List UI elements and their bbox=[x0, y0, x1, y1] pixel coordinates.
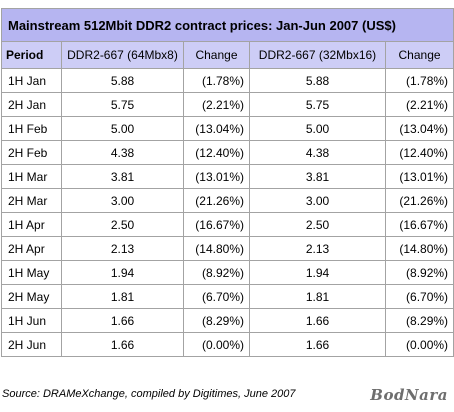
cell-ddr2-32mbx16: 5.75 bbox=[249, 92, 386, 117]
cell-ddr2-64mbx8: 3.00 bbox=[61, 188, 184, 213]
price-table: Mainstream 512Mbit DDR2 contract prices:… bbox=[0, 8, 454, 357]
cell-change-1: (12.40%) bbox=[183, 140, 250, 165]
cell-change-1: (8.92%) bbox=[183, 260, 250, 285]
cell-ddr2-64mbx8: 5.75 bbox=[61, 92, 184, 117]
cell-change-1: (16.67%) bbox=[183, 212, 250, 237]
cell-ddr2-32mbx16: 3.81 bbox=[249, 164, 386, 189]
table-row: 2H May 1.81 (6.70%) 1.81 (6.70%) bbox=[1, 284, 454, 309]
cell-ddr2-64mbx8: 2.13 bbox=[61, 236, 184, 261]
cell-change-1: (6.70%) bbox=[183, 284, 250, 309]
table-row: 1H May 1.94 (8.92%) 1.94 (8.92%) bbox=[1, 260, 454, 285]
cell-ddr2-32mbx16: 2.13 bbox=[249, 236, 386, 261]
cell-ddr2-64mbx8: 1.81 bbox=[61, 284, 184, 309]
cell-ddr2-32mbx16: 5.00 bbox=[249, 116, 386, 141]
table-row: 1H Jun 1.66 (8.29%) 1.66 (8.29%) bbox=[1, 308, 454, 333]
header-ddr2-64mbx8: DDR2-667 (64Mbx8) bbox=[61, 41, 184, 69]
table-header-row: Period DDR2-667 (64Mbx8) Change DDR2-667… bbox=[1, 41, 454, 69]
cell-change-2: (6.70%) bbox=[384, 284, 454, 309]
cell-change-1: (2.21%) bbox=[183, 92, 250, 117]
source-note: Source: DRAMeXchange, compiled by Digiti… bbox=[2, 388, 296, 400]
cell-period: 2H Apr bbox=[1, 236, 62, 261]
table-row: 1H Apr 2.50 (16.67%) 2.50 (16.67%) bbox=[1, 212, 454, 237]
header-change-1: Change bbox=[183, 41, 250, 69]
cell-ddr2-32mbx16: 1.66 bbox=[249, 332, 386, 357]
cell-ddr2-64mbx8: 1.66 bbox=[61, 332, 184, 357]
cell-change-1: (0.00%) bbox=[183, 332, 250, 357]
cell-change-1: (1.78%) bbox=[183, 68, 250, 93]
cell-ddr2-32mbx16: 3.00 bbox=[249, 188, 386, 213]
cell-change-2: (16.67%) bbox=[384, 212, 454, 237]
cell-ddr2-64mbx8: 2.50 bbox=[61, 212, 184, 237]
cell-period: 2H Jun bbox=[1, 332, 62, 357]
cell-change-1: (14.80%) bbox=[183, 236, 250, 261]
table-body: 1H Jan 5.88 (1.78%) 5.88 (1.78%) 2H Jan 5.75 (2… bbox=[1, 68, 454, 357]
cell-period: 2H Feb bbox=[1, 140, 62, 165]
cell-ddr2-32mbx16: 1.66 bbox=[249, 308, 386, 333]
cell-change-2: (13.01%) bbox=[384, 164, 454, 189]
cell-change-1: (21.26%) bbox=[183, 188, 250, 213]
cell-period: 1H Jan bbox=[1, 68, 62, 93]
cell-period: 1H May bbox=[1, 260, 62, 285]
cell-ddr2-64mbx8: 5.00 bbox=[61, 116, 184, 141]
cell-ddr2-32mbx16: 5.88 bbox=[249, 68, 386, 93]
header-ddr2-32mbx16: DDR2-667 (32Mbx16) bbox=[249, 41, 386, 69]
table-row: 2H Mar 3.00 (21.26%) 3.00 (21.26%) bbox=[1, 188, 454, 213]
cell-ddr2-64mbx8: 5.88 bbox=[61, 68, 184, 93]
cell-change-2: (14.80%) bbox=[384, 236, 454, 261]
cell-change-2: (12.40%) bbox=[384, 140, 454, 165]
cell-ddr2-64mbx8: 4.38 bbox=[61, 140, 184, 165]
cell-ddr2-32mbx16: 4.38 bbox=[249, 140, 386, 165]
cell-ddr2-64mbx8: 1.94 bbox=[61, 260, 184, 285]
cell-change-2: (1.78%) bbox=[384, 68, 454, 93]
cell-change-1: (13.04%) bbox=[183, 116, 250, 141]
table-title-row: Mainstream 512Mbit DDR2 contract prices:… bbox=[0, 8, 454, 42]
table-row: 1H Jan 5.88 (1.78%) 5.88 (1.78%) bbox=[1, 68, 454, 93]
cell-ddr2-32mbx16: 2.50 bbox=[249, 212, 386, 237]
cell-change-2: (8.29%) bbox=[384, 308, 454, 333]
cell-ddr2-64mbx8: 3.81 bbox=[61, 164, 184, 189]
cell-period: 2H May bbox=[1, 284, 62, 309]
cell-change-1: (8.29%) bbox=[183, 308, 250, 333]
header-period: Period bbox=[1, 41, 62, 69]
cell-period: 2H Jan bbox=[1, 92, 62, 117]
cell-ddr2-32mbx16: 1.81 bbox=[249, 284, 386, 309]
header-change-2: Change bbox=[384, 41, 454, 69]
cell-change-2: (21.26%) bbox=[384, 188, 454, 213]
table-row: 2H Jan 5.75 (2.21%) 5.75 (2.21%) bbox=[1, 92, 454, 117]
table-title: Mainstream 512Mbit DDR2 contract prices:… bbox=[0, 8, 454, 42]
table-row: 1H Mar 3.81 (13.01%) 3.81 (13.01%) bbox=[1, 164, 454, 189]
cell-ddr2-64mbx8: 1.66 bbox=[61, 308, 184, 333]
table-row: 2H Jun 1.66 (0.00%) 1.66 (0.00%) bbox=[1, 332, 454, 357]
cell-period: 2H Mar bbox=[1, 188, 62, 213]
cell-ddr2-32mbx16: 1.94 bbox=[249, 260, 386, 285]
cell-change-2: (13.04%) bbox=[384, 116, 454, 141]
cell-period: 1H Apr bbox=[1, 212, 62, 237]
cell-change-2: (8.92%) bbox=[384, 260, 454, 285]
cell-period: 1H Feb bbox=[1, 116, 62, 141]
cell-period: 1H Mar bbox=[1, 164, 62, 189]
table-row: 2H Feb 4.38 (12.40%) 4.38 (12.40%) bbox=[1, 140, 454, 165]
table-row: 1H Feb 5.00 (13.04%) 5.00 (13.04%) bbox=[1, 116, 454, 141]
cell-change-2: (0.00%) bbox=[384, 332, 454, 357]
cell-change-1: (13.01%) bbox=[183, 164, 250, 189]
watermark-logo: BodNara bbox=[370, 386, 448, 404]
table-row: 2H Apr 2.13 (14.80%) 2.13 (14.80%) bbox=[1, 236, 454, 261]
cell-period: 1H Jun bbox=[1, 308, 62, 333]
cell-change-2: (2.21%) bbox=[384, 92, 454, 117]
